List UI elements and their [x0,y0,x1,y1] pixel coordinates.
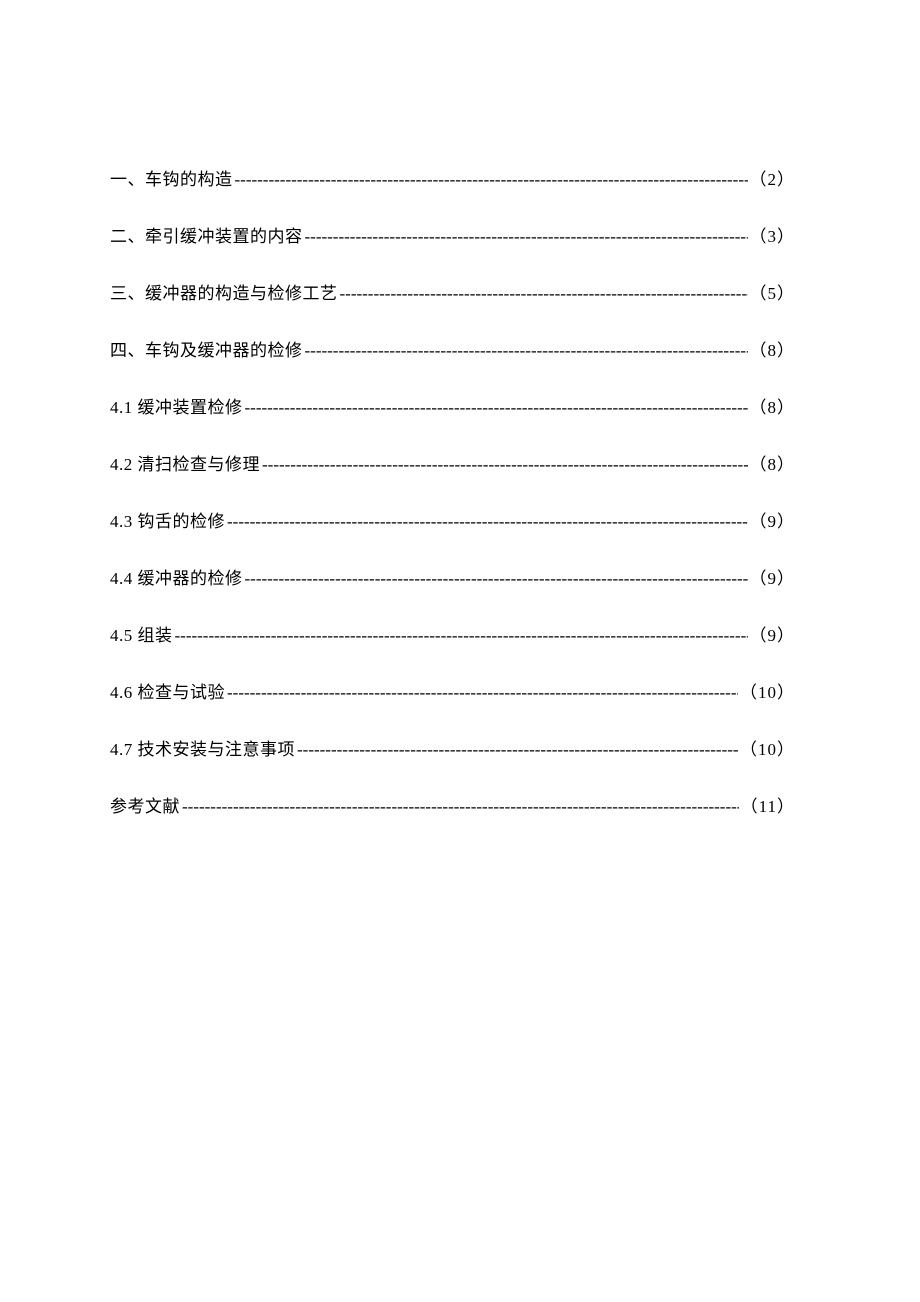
toc-leader: ----------------------------------------… [297,740,738,760]
toc-leader: ----------------------------------------… [305,227,748,247]
toc-entry: 4.5 组装 ---------------------------------… [110,621,795,646]
toc-page: （11） [741,792,795,817]
toc-leader: ----------------------------------------… [340,284,748,304]
toc-entry: 4.7 技术安装与注意事项 --------------------------… [110,735,795,760]
toc-container: 一、车钩的构造 --------------------------------… [0,0,920,817]
toc-label: 4.1 缓冲装置检修 [110,393,243,418]
toc-entry: 一、车钩的构造 --------------------------------… [110,165,795,190]
toc-label: 三、缓冲器的构造与检修工艺 [110,279,338,304]
toc-label: 4.7 技术安装与注意事项 [110,735,295,760]
toc-entry: 4.6 检查与试验 ------------------------------… [110,678,795,703]
toc-label: 4.4 缓冲器的检修 [110,564,243,589]
toc-leader: ----------------------------------------… [262,455,748,475]
toc-leader: ----------------------------------------… [235,170,748,190]
toc-page: （9） [750,507,796,532]
toc-entry: 三、缓冲器的构造与检修工艺 --------------------------… [110,279,795,304]
toc-leader: ----------------------------------------… [245,398,748,418]
toc-entry: 4.2 清扫检查与修理 ----------------------------… [110,450,795,475]
toc-page: （8） [750,450,796,475]
toc-label: 四、车钩及缓冲器的检修 [110,336,303,361]
toc-page: （8） [750,393,796,418]
toc-label: 4.6 检查与试验 [110,678,225,703]
toc-entry: 4.4 缓冲器的检修 -----------------------------… [110,564,795,589]
toc-entry: 参考文献 -----------------------------------… [110,792,795,817]
toc-page: （10） [740,678,795,703]
toc-label: 4.2 清扫检查与修理 [110,450,260,475]
toc-label: 4.3 钩舌的检修 [110,507,225,532]
toc-entry: 4.1 缓冲装置检修 -----------------------------… [110,393,795,418]
toc-leader: ----------------------------------------… [227,683,738,703]
toc-leader: ----------------------------------------… [305,341,748,361]
toc-leader: ----------------------------------------… [175,626,748,646]
toc-entry: 二、牵引缓冲装置的内容 ----------------------------… [110,222,795,247]
toc-entry: 四、车钩及缓冲器的检修 ----------------------------… [110,336,795,361]
toc-page: （5） [750,279,796,304]
toc-label: 4.5 组装 [110,621,173,646]
toc-entry: 4.3 钩舌的检修 ------------------------------… [110,507,795,532]
toc-label: 一、车钩的构造 [110,165,233,190]
toc-leader: ----------------------------------------… [227,512,748,532]
toc-page: （9） [750,621,796,646]
toc-leader: ----------------------------------------… [245,569,748,589]
toc-page: （2） [750,165,796,190]
toc-label: 参考文献 [110,792,180,817]
toc-page: （3） [750,222,796,247]
toc-page: （10） [740,735,795,760]
toc-page: （8） [750,336,796,361]
toc-page: （9） [750,564,796,589]
toc-leader: ----------------------------------------… [182,797,739,817]
toc-label: 二、牵引缓冲装置的内容 [110,222,303,247]
